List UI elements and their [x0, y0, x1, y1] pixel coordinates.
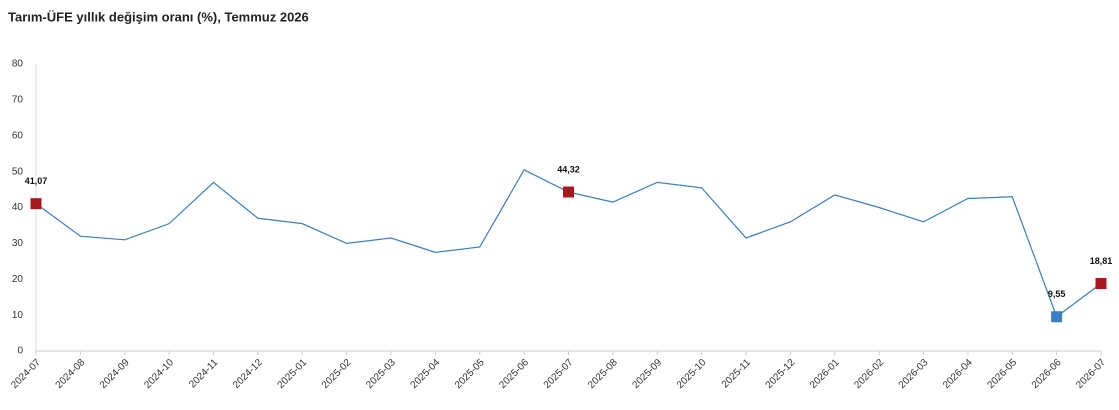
value-label: 44,32 [557, 164, 580, 174]
x-tick-label: 2026-05 [986, 357, 1020, 391]
y-tick-label: 60 [12, 130, 24, 141]
y-tick-label: 40 [12, 202, 24, 213]
marker [1095, 278, 1107, 290]
x-tick-label: 2026-06 [1030, 357, 1064, 391]
x-tick-label: 2024-07 [9, 357, 43, 391]
x-tick-label: 2025-01 [276, 357, 310, 391]
x-tick-label: 2025-03 [364, 357, 398, 391]
x-tick-label: 2026-07 [1074, 357, 1108, 391]
y-tick-label: 20 [12, 274, 24, 285]
x-tick-label: 2026-02 [852, 357, 886, 391]
y-tick-label: 10 [12, 310, 24, 321]
marker [30, 198, 42, 210]
x-tick-label: 2024-11 [187, 357, 221, 391]
x-tick-label: 2025-10 [675, 357, 709, 391]
y-tick-label: 70 [12, 95, 24, 106]
x-tick-label: 2025-07 [542, 357, 576, 391]
x-tick-label: 2025-04 [409, 357, 443, 391]
value-label: 18,81 [1090, 256, 1113, 266]
x-tick-label: 2024-12 [231, 357, 265, 391]
x-tick-label: 2026-03 [897, 357, 931, 391]
x-tick-label: 2025-06 [497, 357, 531, 391]
x-tick-label: 2025-09 [631, 357, 665, 391]
x-tick-label: 2024-09 [98, 357, 132, 391]
marker [563, 186, 574, 198]
x-tick-label: 2026-04 [941, 357, 975, 391]
x-tick-label: 2024-08 [54, 357, 88, 391]
y-tick-label: 80 [12, 59, 24, 70]
y-tick-label: 30 [12, 238, 24, 249]
value-label: 9,55 [1048, 289, 1066, 299]
marker [1051, 311, 1063, 323]
x-tick-label: 2026-01 [808, 357, 842, 391]
x-tick-label: 2025-12 [764, 357, 798, 391]
x-tick-label: 2025-05 [453, 357, 487, 391]
chart-title: Tarım-ÜFE yıllık değişim oranı (%), Temm… [8, 9, 309, 24]
y-tick-label: 50 [12, 166, 24, 177]
x-tick-label: 2024-10 [142, 357, 176, 391]
x-tick-label: 2025-11 [720, 357, 754, 391]
value-label: 41,07 [25, 176, 48, 186]
x-tick-label: 2025-08 [586, 357, 620, 391]
x-tick-label: 2025-02 [320, 357, 354, 391]
y-tick-label: 0 [17, 346, 23, 357]
